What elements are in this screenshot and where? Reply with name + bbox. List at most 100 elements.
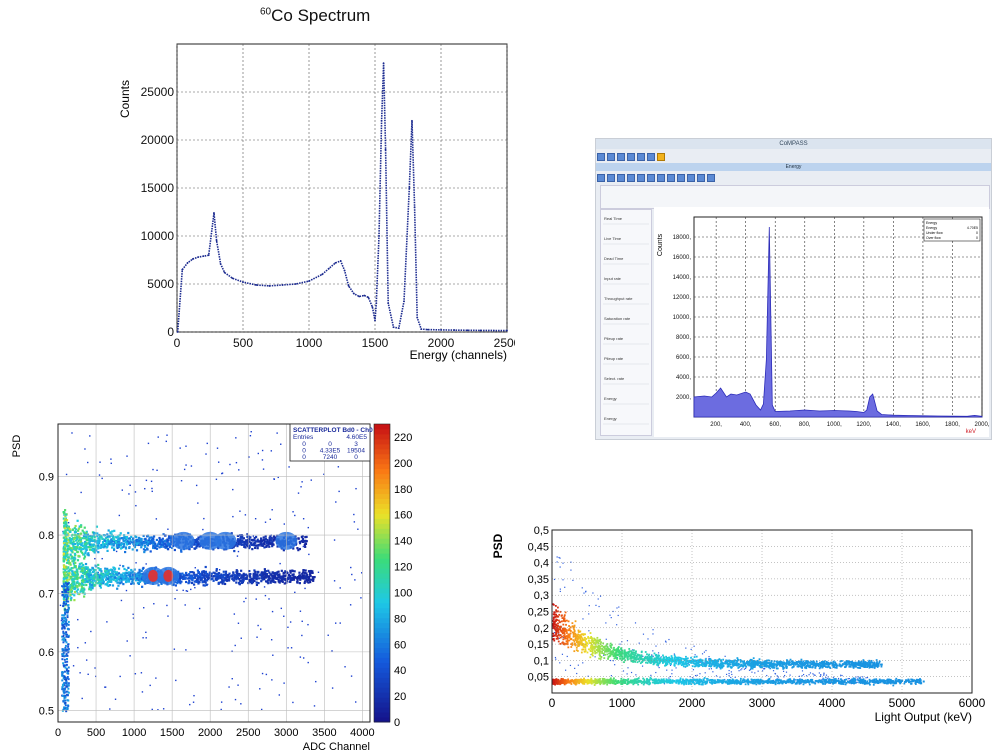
scatter-point bbox=[235, 581, 238, 584]
toolbar-button[interactable] bbox=[627, 153, 635, 161]
toolbar-button[interactable] bbox=[707, 174, 715, 182]
toolbar-button[interactable] bbox=[647, 153, 655, 161]
psd-point bbox=[685, 647, 687, 649]
scatter-point bbox=[305, 535, 308, 539]
psd-point bbox=[861, 665, 864, 668]
scatter-point bbox=[69, 584, 72, 587]
toolbar-button[interactable] bbox=[667, 174, 675, 182]
scatter-point bbox=[65, 519, 69, 522]
scatter-point bbox=[333, 539, 336, 541]
psd-point bbox=[790, 660, 793, 663]
scatter-point bbox=[263, 543, 266, 546]
scatter-point bbox=[144, 549, 147, 552]
psd-point bbox=[719, 662, 722, 665]
psd-point bbox=[865, 677, 867, 679]
toolbar-button[interactable] bbox=[637, 174, 645, 182]
scatter-point bbox=[158, 543, 162, 546]
scatter-point bbox=[167, 548, 170, 551]
scatter-point bbox=[238, 542, 241, 545]
scatter-point bbox=[61, 590, 64, 593]
psd-point bbox=[555, 658, 557, 660]
toolbar-button[interactable] bbox=[697, 174, 705, 182]
scatter-point bbox=[248, 579, 251, 582]
scatter-point bbox=[68, 536, 71, 540]
toolbar-button[interactable] bbox=[677, 174, 685, 182]
colorbar-segment bbox=[374, 533, 390, 539]
scatter-point bbox=[285, 580, 288, 583]
colorbar-segment bbox=[374, 433, 390, 440]
plot-tab[interactable]: Energy bbox=[596, 163, 991, 171]
scatter-point bbox=[171, 535, 175, 538]
psd-point bbox=[657, 665, 659, 667]
scatter-point bbox=[86, 580, 89, 583]
scatter-point bbox=[63, 632, 66, 635]
scatter-point bbox=[140, 572, 143, 576]
scatter-point bbox=[92, 570, 96, 573]
scatter-point bbox=[66, 614, 69, 617]
scatter-point bbox=[122, 539, 125, 542]
scatter-point bbox=[124, 576, 127, 580]
psd-point bbox=[766, 674, 768, 677]
toolbar-button[interactable] bbox=[647, 174, 655, 182]
scatter-point bbox=[66, 566, 69, 569]
scatter-point bbox=[283, 582, 286, 585]
spectrum-title-sup: 60 bbox=[260, 6, 272, 18]
colorbar-segment bbox=[374, 627, 390, 634]
stats-grid-value: 0 bbox=[302, 454, 306, 461]
scatter-point bbox=[72, 540, 75, 543]
toolbar-button[interactable] bbox=[597, 174, 605, 182]
psd-point bbox=[569, 664, 572, 667]
psd-point bbox=[652, 655, 654, 657]
scatter-point bbox=[182, 577, 185, 580]
scatter-point bbox=[267, 569, 270, 572]
psd-point bbox=[749, 669, 752, 671]
scatter-point bbox=[84, 562, 88, 566]
scatter-point bbox=[97, 571, 99, 574]
scatter-point bbox=[129, 484, 131, 487]
toolbar-button[interactable] bbox=[637, 153, 645, 161]
scatter-point bbox=[110, 538, 113, 541]
spectrum-point bbox=[411, 119, 413, 122]
toolbar-button[interactable] bbox=[627, 174, 635, 182]
scatter-point bbox=[115, 578, 119, 582]
psd-point bbox=[855, 665, 857, 668]
toolbar-button[interactable] bbox=[657, 174, 665, 182]
psd-point bbox=[720, 665, 723, 667]
toolbar-button[interactable] bbox=[687, 174, 695, 182]
colorbar-segment bbox=[374, 528, 390, 534]
scatter-point bbox=[130, 571, 133, 574]
scatter-point bbox=[61, 648, 64, 651]
psd-point bbox=[803, 681, 805, 684]
scatter-point bbox=[62, 602, 65, 605]
toolbar-button[interactable] bbox=[607, 174, 615, 182]
scatter-point bbox=[112, 543, 115, 546]
scatter-point bbox=[132, 577, 135, 581]
scatter-point bbox=[254, 570, 257, 573]
psd-point bbox=[705, 682, 708, 685]
scatter-point bbox=[233, 613, 236, 615]
toolbar-button[interactable] bbox=[657, 153, 665, 161]
psd-scatter-panel: 0 500 1000 1500 2000 2500 3000 3500 4000 0.5 0.6 0.… bbox=[0, 408, 420, 754]
scatter-point bbox=[76, 544, 79, 547]
scatter-point bbox=[276, 573, 279, 577]
toolbar-button[interactable] bbox=[597, 153, 605, 161]
toolbar-button[interactable] bbox=[617, 153, 625, 161]
psd-point bbox=[633, 680, 636, 683]
scatter-point bbox=[166, 434, 168, 436]
psd-point bbox=[559, 566, 561, 568]
scatter-point bbox=[137, 576, 140, 579]
toolbar-button[interactable] bbox=[617, 174, 625, 182]
scatter-point bbox=[251, 579, 254, 582]
scatter-point bbox=[262, 536, 265, 539]
psd-point bbox=[558, 637, 560, 640]
psd-point bbox=[596, 648, 598, 651]
spectrum-plot: 0500100015002000250005000100001500020000… bbox=[118, 43, 515, 362]
psd-point bbox=[719, 676, 721, 678]
toolbar-button[interactable] bbox=[607, 153, 615, 161]
scatter-point bbox=[168, 544, 171, 547]
scatter-point bbox=[239, 579, 242, 583]
scatter-point bbox=[293, 570, 296, 573]
spectrum-point bbox=[416, 316, 419, 319]
scatter-point bbox=[350, 566, 352, 569]
scatter-point bbox=[220, 574, 223, 577]
